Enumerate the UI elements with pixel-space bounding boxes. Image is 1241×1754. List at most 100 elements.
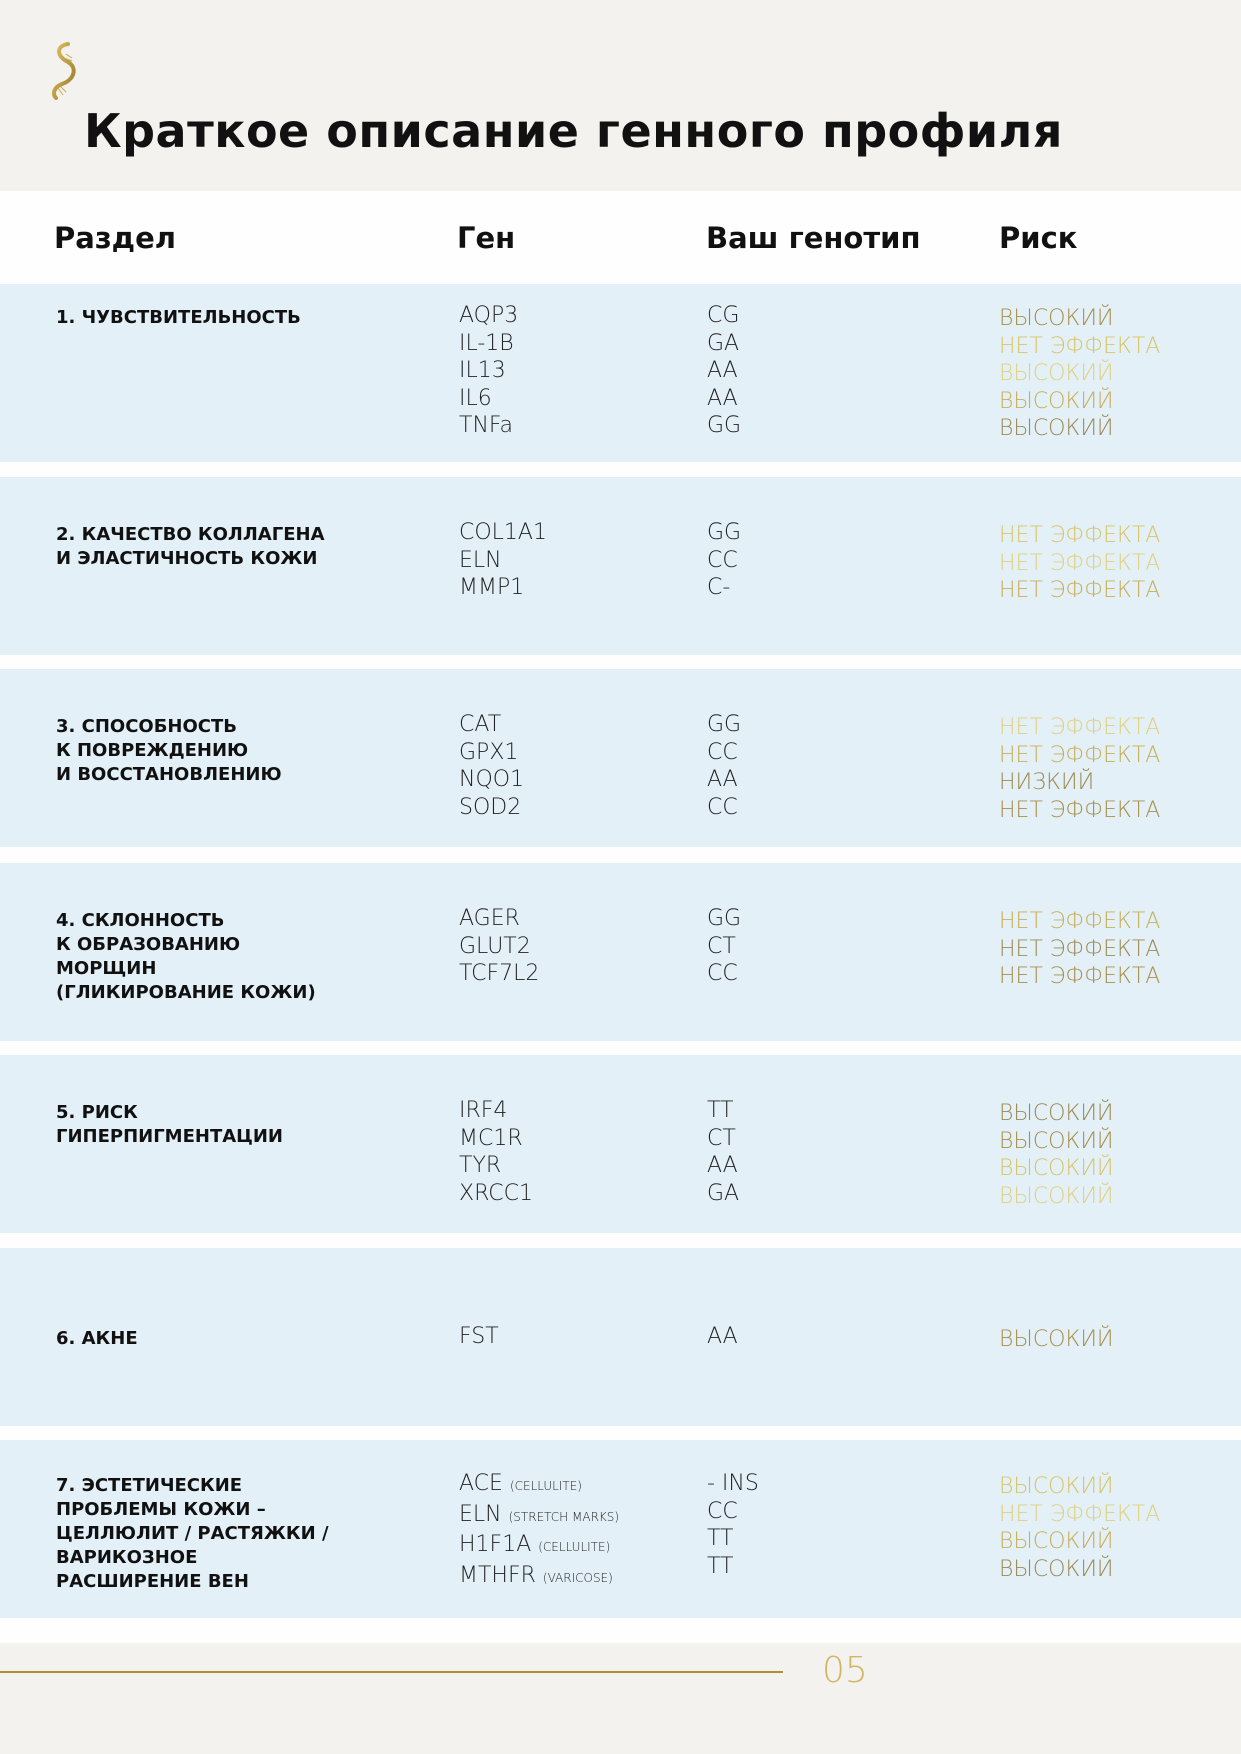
gene-name: IL-1B [459,330,514,356]
footer-divider [0,1671,783,1673]
table-row: 3. Способность к повреждению и восстанов… [0,669,1241,847]
genotype-column: GG CT CC [707,905,741,988]
gene-item: MC1R [459,1125,533,1153]
gene-name: TYR [459,1153,502,1178]
section-label: 1. Чувствительность [56,307,301,328]
gene-item: SOD2 [459,794,524,822]
risk-value: ВЫСОКИЙ [999,416,1114,441]
risk-value: ВЫСОКИЙ [999,1474,1114,1499]
section-label: 3. Способность к повреждению и восстанов… [56,716,282,785]
gene-item: IL-1B [459,330,518,358]
genotype-value: TT [707,1553,734,1579]
gene-name: NQO1 [459,767,525,792]
gene-name: MMP1 [459,575,525,600]
gene-name: SOD2 [459,794,522,820]
genotype-value: CC [707,961,738,986]
gene-item: TNFa [459,412,518,440]
gene-item: GPX1 [459,739,524,767]
gene-note: (varicose) [542,1570,613,1585]
risk-column: ВЫСОКИЙ ВЫСОКИЙ ВЫСОКИЙ ВЫСОКИЙ [999,1100,1114,1210]
gene-item: NQO1 [459,766,524,794]
genotype-column: GG CC AA CC [707,711,741,821]
risk-value: НЕТ ЭФФЕКТА [999,797,1161,823]
table-row: 7. Эстетические проблемы кожи – целлюлит… [0,1440,1241,1618]
gene-name: MTHFR [459,1562,536,1588]
genotype-value: TT [707,1098,734,1123]
gene-column: ACE (cellulite) ELN (stretch marks) H1F1A … [459,1470,619,1592]
genotype-column: GG CC C- [707,519,741,602]
gene-item: IL6 [459,385,518,413]
dna-logo-icon [52,42,76,100]
gene-column: AGER GLUT2 TCF7L2 [459,905,539,988]
risk-value: ВЫСОКИЙ [999,1529,1114,1554]
gene-name: MC1R [459,1125,523,1151]
gene-item: H1F1A (cellulite) [459,1531,619,1562]
gene-item: MTHFR (varicose) [459,1562,619,1593]
gene-name: H1F1A [459,1532,532,1557]
genotype-value: AA [707,358,738,383]
gene-name: ELN [459,1501,502,1527]
risk-value: ВЫСОКИЙ [999,1101,1114,1126]
genotype-column: AA [707,1323,738,1351]
risk-value: НЕТ ЭФФЕКТА [999,578,1161,603]
gene-name: TCF7L2 [459,961,540,986]
risk-value: НЕТ ЭФФЕКТА [999,550,1161,576]
table-row: 2. Качество коллагена и эластичность кож… [0,477,1241,655]
gene-name: FST [459,1324,499,1350]
risk-column: НЕТ ЭФФЕКТА НЕТ ЭФФЕКТА НЕТ ЭФФЕКТА [999,522,1160,605]
risk-value: ВЫСОКИЙ [999,361,1114,386]
table-row: 5. Риск гиперпигментации IRF4 MC1R TYR XRCC1… [0,1055,1241,1233]
genotype-value: GG [707,906,742,931]
gene-column: IRF4 MC1R TYR XRCC1 [459,1097,533,1207]
header-genotype: Ваш генотип [706,221,921,255]
risk-column: НЕТ ЭФФЕКТА НЕТ ЭФФЕКТА НЕТ ЭФФЕКТА [999,908,1160,991]
gene-note: (stretch marks) [508,1509,620,1524]
genotype-value: CC [707,1498,738,1524]
gene-item: AGER [459,905,539,933]
page-title: Краткое описание генного профиля [84,104,1063,158]
gene-note: (cellulite) [509,1479,582,1493]
genotype-value: AA [707,1324,738,1350]
gene-item: ACE (cellulite) [459,1470,619,1501]
genotype-value: CC [707,794,738,820]
risk-value: НИЗКИЙ [999,770,1095,795]
risk-value: НЕТ ЭФФЕКТА [999,964,1161,989]
table-row: 1. Чувствительность AQP3 IL-1B IL13 IL6 TNFa C… [0,284,1241,462]
genotype-value: GG [707,520,742,545]
genotype-value: AA [707,1153,738,1178]
gene-name: IRF4 [459,1098,508,1123]
gene-name: AGER [459,906,520,931]
genotype-value: GG [707,413,742,438]
risk-column: ВЫСОКИЙ НЕТ ЭФФЕКТА ВЫСОКИЙ ВЫСОКИЙ ВЫСОКИЙ [999,305,1160,443]
risk-column: НЕТ ЭФФЕКТА НЕТ ЭФФЕКТА НИЗКИЙ НЕТ ЭФФЕКТА [999,714,1160,824]
genotype-value: AA [707,767,738,792]
genotype-column: CG GA AA AA GG [707,302,741,440]
gene-name: XRCC1 [459,1180,533,1206]
gene-note: (cellulite) [538,1540,611,1554]
header-section: Раздел [54,221,177,255]
gene-item: TCF7L2 [459,960,539,988]
genotype-value: CC [707,547,738,573]
gene-item: TYR [459,1152,533,1180]
gene-item: IRF4 [459,1097,533,1125]
table-header: Раздел Ген Ваш генотип Риск [0,191,1241,284]
gene-name: GLUT2 [459,933,531,959]
page-number: 05 [822,1650,868,1691]
genotype-value: AA [707,385,738,411]
header-gene: Ген [457,221,516,255]
gene-item: AQP3 [459,302,518,330]
gene-name: CAT [459,712,502,737]
genotype-value: CC [707,739,738,765]
risk-value: НЕТ ЭФФЕКТА [999,1501,1161,1527]
table-row: 4. Склонность к образованию морщин (глик… [0,863,1241,1041]
risk-value: НЕТ ЭФФЕКТА [999,715,1161,740]
gene-item: MMP1 [459,574,547,602]
header-risk: Риск [999,221,1078,255]
genotype-value: GG [707,712,742,737]
gene-name: AQP3 [459,303,519,328]
genotype-value: CG [707,303,740,328]
gene-column: AQP3 IL-1B IL13 IL6 TNFa [459,302,518,440]
gene-column: FST [459,1323,499,1351]
genotype-value: GA [707,1180,740,1206]
risk-value: ВЫСОКИЙ [999,388,1114,414]
